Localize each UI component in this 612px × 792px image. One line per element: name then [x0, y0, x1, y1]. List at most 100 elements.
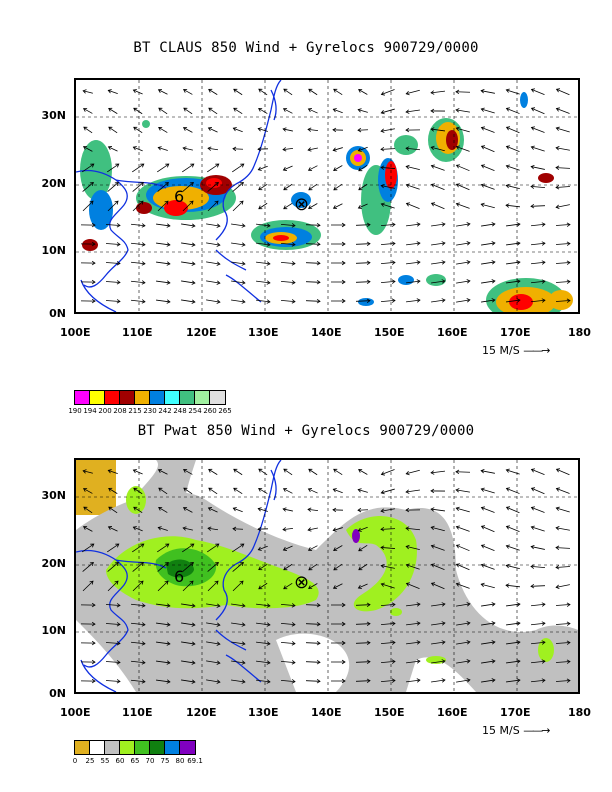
wind-vector-head — [158, 126, 163, 131]
wind-vector — [232, 148, 244, 150]
wind-vector — [481, 242, 495, 246]
wind-vector — [207, 580, 219, 592]
colorbar-label: 208 — [113, 407, 127, 415]
wind-vector-head — [491, 222, 496, 227]
wind-vector-head — [114, 182, 119, 186]
wind-vector — [107, 562, 119, 572]
wind-vector — [130, 299, 146, 303]
wind-vector — [381, 128, 395, 132]
wind-vector — [406, 603, 420, 607]
wind-vector — [456, 146, 470, 152]
wind-vector — [381, 89, 395, 95]
wind-vector-head — [366, 678, 371, 684]
wind-vector — [431, 261, 445, 265]
colorbar-label: 60 — [115, 757, 125, 765]
wind-vector-head — [316, 659, 321, 665]
wind-vector — [258, 582, 268, 590]
wind-vector-head — [232, 146, 237, 152]
wind-vector-head — [208, 487, 213, 492]
wind-vector — [233, 107, 243, 115]
wind-vector — [530, 641, 546, 645]
wind-vector-head — [358, 88, 363, 93]
wind-vector-head — [190, 163, 195, 168]
wind-vector — [358, 544, 368, 552]
wind-vector — [206, 679, 220, 683]
wind-vector-head — [391, 621, 396, 626]
wind-vector — [406, 583, 420, 589]
wind-vector — [283, 165, 293, 171]
wind-vector-head — [214, 562, 219, 566]
wind-vector-head — [566, 602, 571, 607]
wind-vector-head — [189, 562, 194, 566]
wind-vector — [107, 182, 119, 192]
wind-vector-head — [116, 280, 121, 285]
wind-vector-head — [216, 660, 221, 665]
wind-vector-head — [291, 679, 296, 684]
wind-vector — [358, 563, 368, 571]
wind-vector — [431, 223, 445, 227]
wind-vector-head — [266, 223, 271, 228]
wind-vector-head — [341, 621, 346, 627]
wind-vector — [530, 280, 546, 284]
wind-vector — [358, 109, 368, 113]
wind-vector-head — [258, 107, 263, 112]
wind-vector — [431, 545, 445, 551]
wind-vector-head — [166, 261, 171, 266]
wind-vector-head — [455, 506, 460, 511]
wind-vector-head — [157, 526, 162, 531]
wind-vector — [456, 679, 470, 683]
colorbar-swatch — [105, 741, 120, 754]
wind-vector — [157, 580, 169, 592]
wind-vector-head — [480, 544, 486, 549]
wind-vector — [431, 641, 445, 645]
wind-vector-head — [116, 261, 121, 266]
wind-vector — [358, 526, 368, 532]
wind-vector-head — [530, 164, 535, 170]
wind-vector-head — [441, 241, 446, 246]
wind-vector-head — [358, 167, 363, 172]
wind-vector-head — [405, 164, 410, 170]
wind-vector — [106, 163, 120, 173]
wind-vector — [133, 526, 143, 532]
wind-vector-head — [332, 527, 337, 532]
wind-vector — [280, 280, 296, 284]
wind-vector — [456, 526, 470, 532]
wind-vector — [232, 200, 244, 212]
wind-vector-head — [107, 146, 113, 151]
wind-vector-head — [358, 186, 363, 191]
wind-vector-head — [241, 223, 246, 228]
wind-vector — [506, 526, 520, 532]
wind-vector-head — [141, 641, 146, 646]
wind-vector-head — [466, 602, 471, 607]
wind-vector-head — [307, 127, 312, 132]
wind-vector — [308, 165, 318, 171]
wind-vector — [555, 243, 571, 245]
wind-vector — [381, 583, 395, 589]
wind-vector-head — [258, 468, 263, 473]
wind-vector-head — [258, 205, 263, 210]
wind-vector-head — [316, 621, 321, 627]
wind-vector-head — [266, 280, 271, 285]
wind-vector — [358, 489, 368, 493]
wind-vector — [156, 299, 170, 303]
wind-vector — [333, 563, 343, 571]
wind-vector-head — [566, 678, 571, 683]
colorbar-label: 260 — [203, 407, 217, 415]
colorbar-swatch — [180, 741, 195, 754]
wind-vector-head — [316, 222, 321, 228]
wind-vector — [530, 679, 546, 683]
wind-vector — [406, 641, 420, 645]
wind-vector-head — [107, 526, 113, 531]
wind-vector-head — [505, 88, 510, 93]
wind-vector-head — [83, 506, 88, 511]
wind-vector-head — [214, 200, 219, 205]
wind-vector — [456, 280, 470, 284]
wind-vector — [380, 242, 396, 246]
wind-vector-head — [82, 525, 88, 530]
wind-vector-head — [258, 88, 263, 93]
center-marker: ⊗ — [294, 572, 309, 593]
wind-vector — [158, 107, 168, 115]
wind-vector-head — [341, 298, 346, 304]
wind-vector — [481, 525, 495, 533]
lon-label: 100E — [60, 706, 91, 719]
